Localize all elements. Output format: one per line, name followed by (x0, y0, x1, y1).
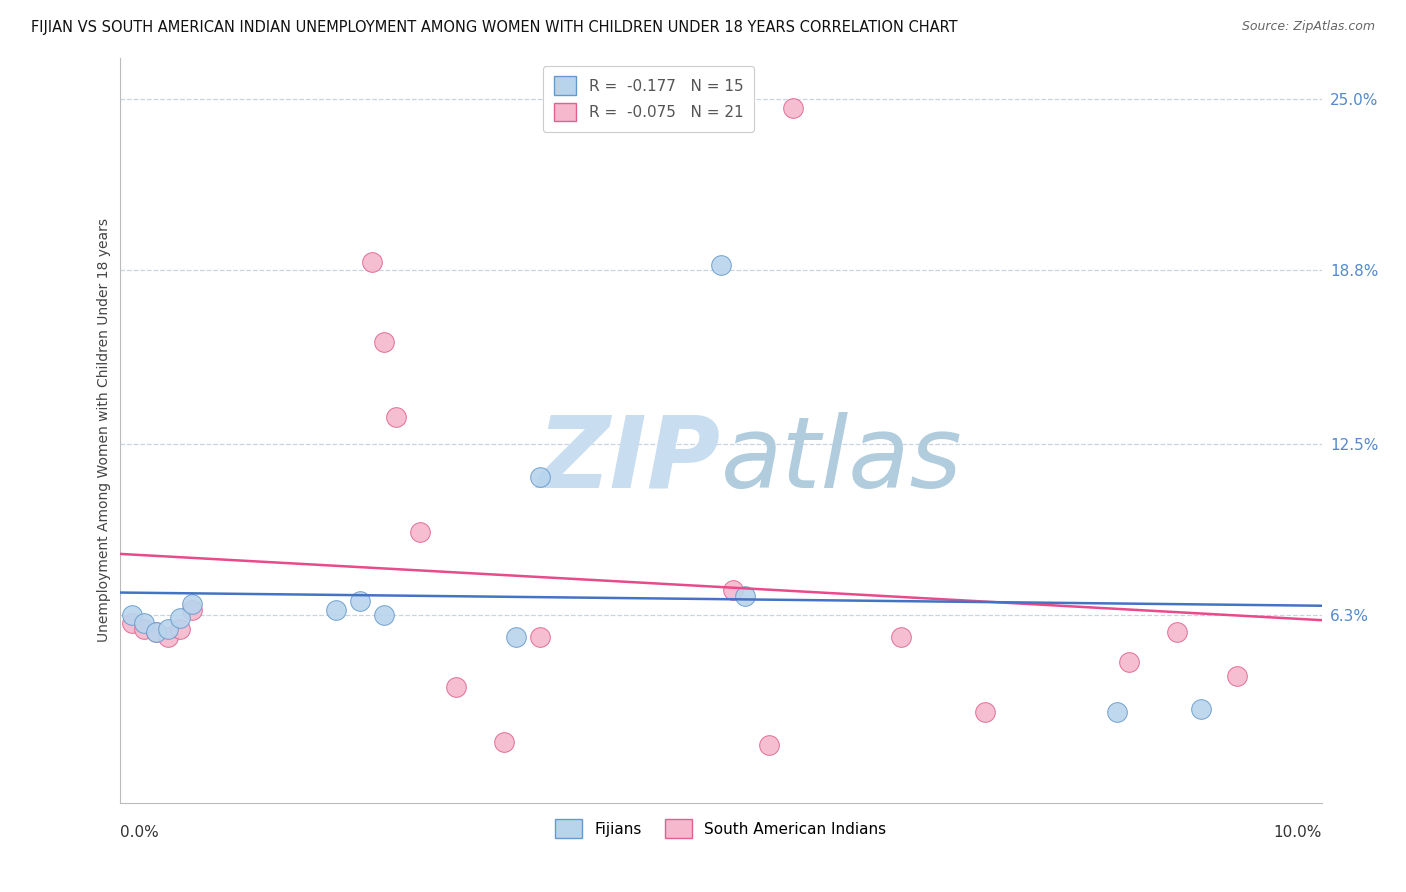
Text: ZIP: ZIP (537, 412, 720, 508)
Text: atlas: atlas (720, 412, 962, 508)
Point (529, 630, 551, 644)
Point (974, 705, 997, 719)
Point (1107, 705, 1129, 719)
Text: Source: ZipAtlas.com: Source: ZipAtlas.com (1241, 20, 1375, 33)
Text: 10.0%: 10.0% (1274, 825, 1322, 840)
Point (169, 611, 191, 625)
Point (180, 603, 202, 617)
Point (121, 616, 143, 631)
Legend: Fijians, South American Indians: Fijians, South American Indians (546, 810, 896, 847)
Point (373, 608, 395, 623)
Point (132, 616, 155, 631)
Point (180, 597, 202, 611)
Point (361, 255, 384, 269)
Point (156, 630, 179, 644)
Point (132, 622, 155, 636)
Point (409, 525, 432, 540)
Point (494, 735, 516, 749)
Point (1226, 669, 1249, 683)
Text: 0.0%: 0.0% (120, 825, 159, 840)
Point (349, 594, 371, 608)
Point (325, 603, 347, 617)
Point (721, 583, 744, 598)
Point (385, 409, 408, 424)
Point (145, 624, 167, 639)
Point (169, 622, 191, 636)
Point (734, 589, 756, 603)
Point (1118, 655, 1140, 669)
Point (529, 470, 551, 484)
Point (373, 335, 395, 350)
Y-axis label: Unemployment Among Women with Children Under 18 years: Unemployment Among Women with Children U… (97, 219, 111, 642)
Point (1189, 702, 1212, 716)
Point (121, 608, 143, 623)
Point (505, 630, 527, 644)
Point (758, 738, 780, 752)
Point (890, 630, 912, 644)
Point (709, 258, 731, 272)
Point (782, 101, 804, 115)
Point (444, 680, 467, 694)
Text: FIJIAN VS SOUTH AMERICAN INDIAN UNEMPLOYMENT AMONG WOMEN WITH CHILDREN UNDER 18 : FIJIAN VS SOUTH AMERICAN INDIAN UNEMPLOY… (31, 20, 957, 35)
Point (156, 622, 179, 636)
Point (1166, 624, 1188, 639)
Point (145, 624, 167, 639)
